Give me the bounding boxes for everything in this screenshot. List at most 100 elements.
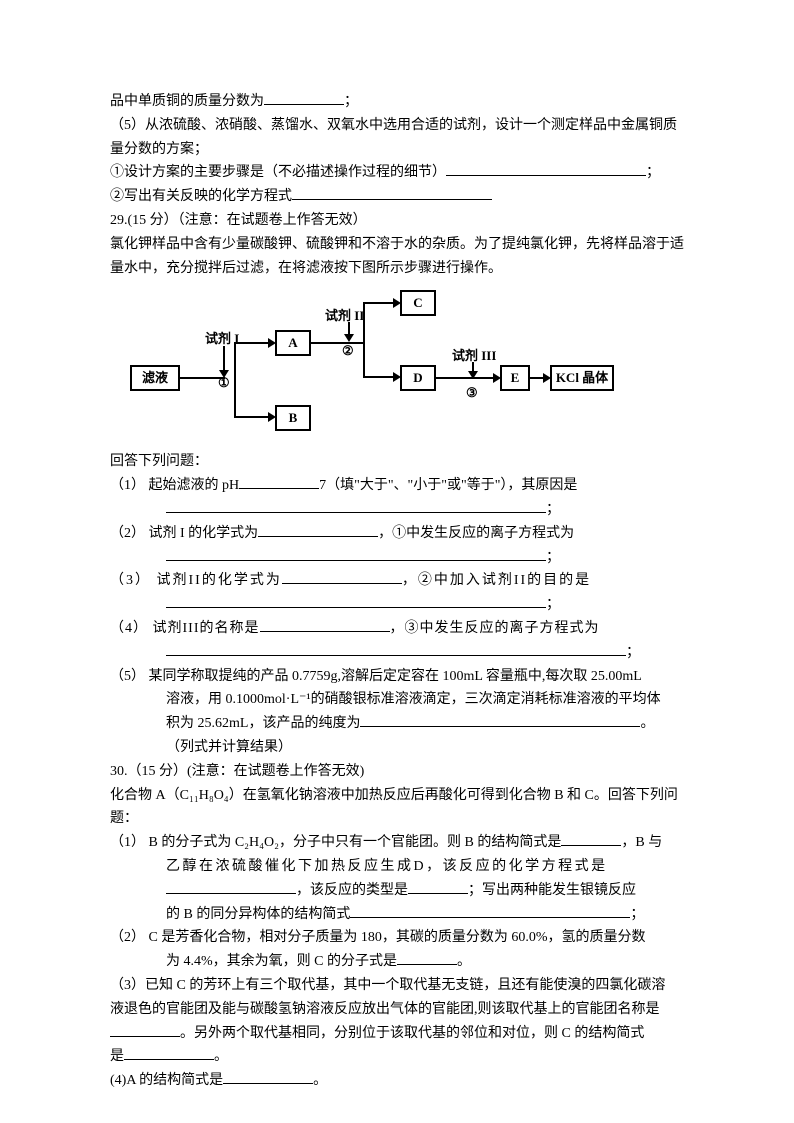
blank-q29-1a — [239, 475, 319, 489]
blank-q30-1c — [408, 880, 468, 894]
semi4: ； — [626, 645, 640, 660]
fc-arrow — [268, 412, 276, 422]
q28-part5: （5）从浓硫酸、浓硝酸、蒸馏水、双氧水中选用合适的试剂，设计一个测定样品中金属铜… — [110, 114, 684, 162]
fc-arrow — [543, 373, 551, 383]
semi1: ； — [546, 502, 560, 517]
fc-line — [363, 376, 396, 378]
fc-box-c: C — [400, 290, 436, 316]
q29-p4: （4） 试剂III的名称是 ，③中发生反应的离子方程式为 — [110, 617, 684, 641]
fc-arrow — [468, 371, 478, 379]
q29-p1-pre: （1） 起始滤液的 pH — [110, 478, 239, 493]
q30-p1-l4-pre: 的 B 的同分异构体的结构简式 — [166, 907, 350, 922]
fc-filtrate-label: 滤液 — [142, 367, 168, 389]
fc-line — [311, 342, 363, 344]
q30-p3-l4-pre: 是 — [110, 1049, 124, 1064]
fc-arrow — [344, 334, 354, 342]
q28-line1-post: ； — [344, 94, 358, 109]
q30-p3-l4-post: 。 — [214, 1049, 228, 1064]
fc-b-label: B — [289, 407, 298, 429]
q29-p3: （3） 试剂II的化学式为 ，②中加入试剂II的目的是 — [110, 569, 684, 593]
fc-box-a: A — [275, 330, 311, 356]
q30-p2-l2-pre: 为 4.4%，其余为氧，则 C 的分子式是 — [166, 954, 397, 969]
fc-a-label: A — [288, 332, 297, 354]
fc-box-d: D — [400, 365, 436, 391]
q29-p4-blank: ； — [110, 641, 684, 665]
q30-p1-l3: ，该反应的类型是；写出两种能发生银镜反应 — [110, 879, 684, 903]
blank-q30-1d — [350, 904, 630, 918]
q30-p3-l3-mid: 。另外两个取代基相同，分别位于该取代基的邻位和对位，则 C 的结构简式 — [180, 1026, 644, 1041]
q28-step2-pre: ②写出有关反映的化学方程式 — [110, 189, 292, 204]
q29-p2-mid: ，①中发生反应的离子方程式为 — [378, 526, 574, 541]
q29-p1: （1） 起始滤液的 pH 7（填"大于"、"小于"或"等于"），其原因是 — [110, 474, 684, 498]
q29-intro: 氯化钾样品中含有少量碳酸钾、硫酸钾和不溶于水的杂质。为了提纯氯化钾，先将样品溶于… — [110, 233, 684, 281]
q30-p1-l1: （1） B 的分子式为 C₂H₄O₂，分子中只有一个官能团。则 B 的结构简式是… — [110, 831, 684, 855]
q29-p5-l1: （5） 某同学称取提纯的产品 0.7759g,溶解后定定容在 100mL 容量瓶… — [110, 665, 684, 689]
q30-p3-l1: （3）已知 C 的芳环上有三个取代基，其中一个取代基无支链，且还有能使溴的四氯化… — [110, 974, 684, 998]
semi2: ； — [546, 550, 560, 565]
q29-header: 29.(15 分）（注意：在试题卷上作答无效） — [110, 209, 684, 233]
q30-p1-l1-pre: （1） B 的分子式为 C₂H₄O₂，分子中只有一个官能团。则 B 的结构简式是 — [110, 835, 561, 850]
q29-p1-mid: 7（填"大于"、"小于"或"等于"），其原因是 — [319, 478, 577, 493]
fc-line — [436, 377, 496, 379]
blank-q29-3b — [166, 594, 546, 608]
blank-q29-5 — [360, 713, 640, 727]
q29-answer-header: 回答下列问题： — [110, 450, 684, 474]
fc-box-e: E — [500, 365, 530, 391]
blank-q30-1a — [561, 832, 621, 846]
fc-arrow — [393, 372, 401, 382]
q28-step2: ②写出有关反映的化学方程式 — [110, 185, 684, 209]
q29-p2: （2） 试剂 I 的化学式为 ，①中发生反应的离子方程式为 — [110, 522, 684, 546]
fc-line — [234, 377, 236, 418]
flowchart: 滤液 A B C D E KCl 晶体 试剂 I 试剂 II 试剂 III ① … — [130, 290, 610, 440]
fc-reagent2-label: 试剂 II — [325, 305, 364, 327]
q29-p5-l3: 积为 25.62mL，该产品的纯度为 。 — [110, 712, 684, 736]
blank-q30-3a — [110, 1023, 180, 1037]
blank-q30-3b — [124, 1046, 214, 1060]
blank-q28-3 — [292, 186, 492, 200]
q30-intro: 化合物 A（C₁₁H₈O₄）在氢氧化钠溶液中加热反应后再酸化可得到化合物 B 和… — [110, 784, 684, 832]
q30-p3-l3: 。另外两个取代基相同，分别位于该取代基的邻位和对位，则 C 的结构简式 — [110, 1022, 684, 1046]
fc-c-label: C — [413, 292, 422, 314]
fc-line — [363, 342, 365, 378]
fc-line — [234, 416, 271, 418]
q30-header: 30.（15 分）(注意：在试题卷上作答无效) — [110, 760, 684, 784]
q28-step1-post: ； — [646, 165, 660, 180]
fc-arrow — [493, 373, 501, 383]
fc-d-label: D — [413, 367, 422, 389]
q29-p5-l2: 溶液，用 0.1000mol·L⁻¹的硝酸银标准溶液滴定，三次滴定消耗标准溶液的… — [110, 688, 684, 712]
semi3: ； — [546, 597, 560, 612]
blank-q29-1b — [166, 499, 546, 513]
q29-p1-blank: ； — [110, 498, 684, 522]
blank-q29-2b — [166, 547, 546, 561]
fc-line — [363, 302, 365, 344]
q28-step1: ①设计方案的主要步骤是（不必描述操作过程的细节）； — [110, 161, 684, 185]
q29-p3-pre: （3） 试剂II的化学式为 — [110, 573, 282, 588]
fc-arrow — [393, 298, 401, 308]
q30-p4-pre: (4)A 的结构简式是 — [110, 1073, 223, 1088]
q29-p2-pre: （2） 试剂 I 的化学式为 — [110, 526, 258, 541]
q29-p5-l3-pre: 积为 25.62mL，该产品的纯度为 — [166, 716, 360, 731]
q29-p4-pre: （4） 试剂III的名称是 — [110, 621, 260, 636]
blank-q30-2 — [397, 951, 457, 965]
q30-p1-l4: 的 B 的同分异构体的结构简式 ； — [110, 903, 684, 927]
q29-p5-l4: （列式并计算结果） — [110, 736, 684, 760]
fc-line — [363, 302, 396, 304]
q29-p5-l3-post: 。 — [640, 716, 654, 731]
fc-line — [234, 342, 271, 344]
blank-q30-1b — [166, 880, 296, 894]
q29-p4-mid: ，③中发生反应的离子方程式为 — [390, 621, 600, 636]
q30-p1-l2: 乙醇在浓硫酸催化下加热反应生成D，该反应的化学方程式是 — [110, 855, 684, 879]
q30-p1-l1-post: ，B 与 — [621, 835, 662, 850]
blank-q29-4b — [166, 642, 626, 656]
q30-p4: (4)A 的结构简式是。 — [110, 1069, 684, 1093]
fc-box-kcl: KCl 晶体 — [550, 365, 614, 391]
q30-p1-l4-post: ； — [630, 907, 644, 922]
fc-reagent3-label: 试剂 III — [452, 345, 496, 367]
q29-p3-mid: ，②中加入试剂II的目的是 — [402, 573, 591, 588]
fc-kcl-label: KCl 晶体 — [556, 367, 608, 389]
q28-line1-pre: 品中单质铜的质量分数为 — [110, 94, 264, 109]
q30-p3-l2: 液退色的官能团及能与碳酸氢钠溶液反应放出气体的官能团,则该取代基上的官能团名称是 — [110, 998, 684, 1022]
fc-arrow — [219, 370, 229, 378]
fc-box-b: B — [275, 405, 311, 431]
q30-p2-l2-post: 。 — [457, 954, 471, 969]
